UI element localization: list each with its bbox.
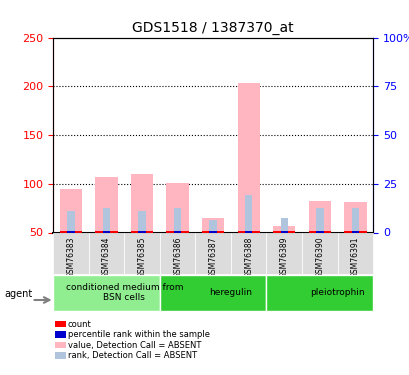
FancyBboxPatch shape [124, 232, 160, 274]
Text: GSM76384: GSM76384 [102, 237, 111, 278]
Bar [95, 231, 117, 232]
FancyBboxPatch shape [160, 232, 195, 274]
Bar [308, 231, 330, 232]
Bar [130, 231, 153, 232]
Bar [272, 226, 295, 232]
Bar [60, 231, 82, 232]
FancyBboxPatch shape [266, 232, 301, 274]
Bar [308, 201, 330, 232]
Text: rank, Detection Call = ABSENT: rank, Detection Call = ABSENT [67, 351, 196, 360]
Text: percentile rank within the sample: percentile rank within the sample [67, 330, 209, 339]
Bar [315, 208, 323, 232]
Text: GSM76389: GSM76389 [279, 237, 288, 278]
FancyBboxPatch shape [337, 232, 372, 274]
Text: conditioned medium from
BSN cells: conditioned medium from BSN cells [65, 283, 183, 302]
Bar [173, 208, 181, 232]
Bar [60, 189, 82, 232]
FancyBboxPatch shape [53, 232, 89, 274]
Bar [202, 218, 224, 232]
Text: GSM76383: GSM76383 [66, 237, 75, 278]
Bar [237, 83, 259, 232]
Bar [351, 231, 358, 232]
Bar [95, 177, 117, 232]
FancyBboxPatch shape [53, 274, 160, 310]
Bar [103, 208, 110, 232]
FancyBboxPatch shape [301, 232, 337, 274]
Bar [209, 231, 216, 232]
Bar [209, 220, 216, 232]
FancyBboxPatch shape [160, 274, 266, 310]
Bar [67, 211, 74, 232]
Text: count: count [67, 320, 91, 329]
Text: GSM76386: GSM76386 [173, 237, 182, 278]
Bar [245, 195, 252, 232]
Bar [280, 218, 287, 232]
Text: value, Detection Call = ABSENT: value, Detection Call = ABSENT [67, 341, 200, 350]
FancyBboxPatch shape [230, 232, 266, 274]
Text: heregulin: heregulin [209, 288, 252, 297]
Bar [166, 183, 189, 232]
FancyBboxPatch shape [266, 274, 372, 310]
Bar [343, 202, 366, 232]
Bar [315, 231, 323, 232]
Bar [245, 231, 252, 232]
Text: GSM76387: GSM76387 [208, 237, 217, 278]
Text: GSM76390: GSM76390 [315, 237, 324, 278]
Bar [138, 231, 146, 232]
Text: GSM76391: GSM76391 [350, 237, 359, 278]
Bar [173, 231, 181, 232]
Bar [103, 231, 110, 232]
Bar [130, 174, 153, 232]
Bar [202, 231, 224, 232]
FancyBboxPatch shape [89, 232, 124, 274]
Bar [166, 231, 189, 232]
Title: GDS1518 / 1387370_at: GDS1518 / 1387370_at [132, 21, 293, 35]
Text: agent: agent [4, 290, 32, 299]
Bar [351, 208, 358, 232]
Text: GSM76388: GSM76388 [244, 237, 253, 278]
Bar [280, 231, 287, 232]
Bar [138, 211, 146, 232]
Text: GSM76385: GSM76385 [137, 237, 146, 278]
Bar [272, 231, 295, 232]
Bar [237, 231, 259, 232]
FancyBboxPatch shape [195, 232, 230, 274]
Bar [343, 231, 366, 232]
Text: pleiotrophin: pleiotrophin [310, 288, 364, 297]
Bar [67, 231, 74, 232]
